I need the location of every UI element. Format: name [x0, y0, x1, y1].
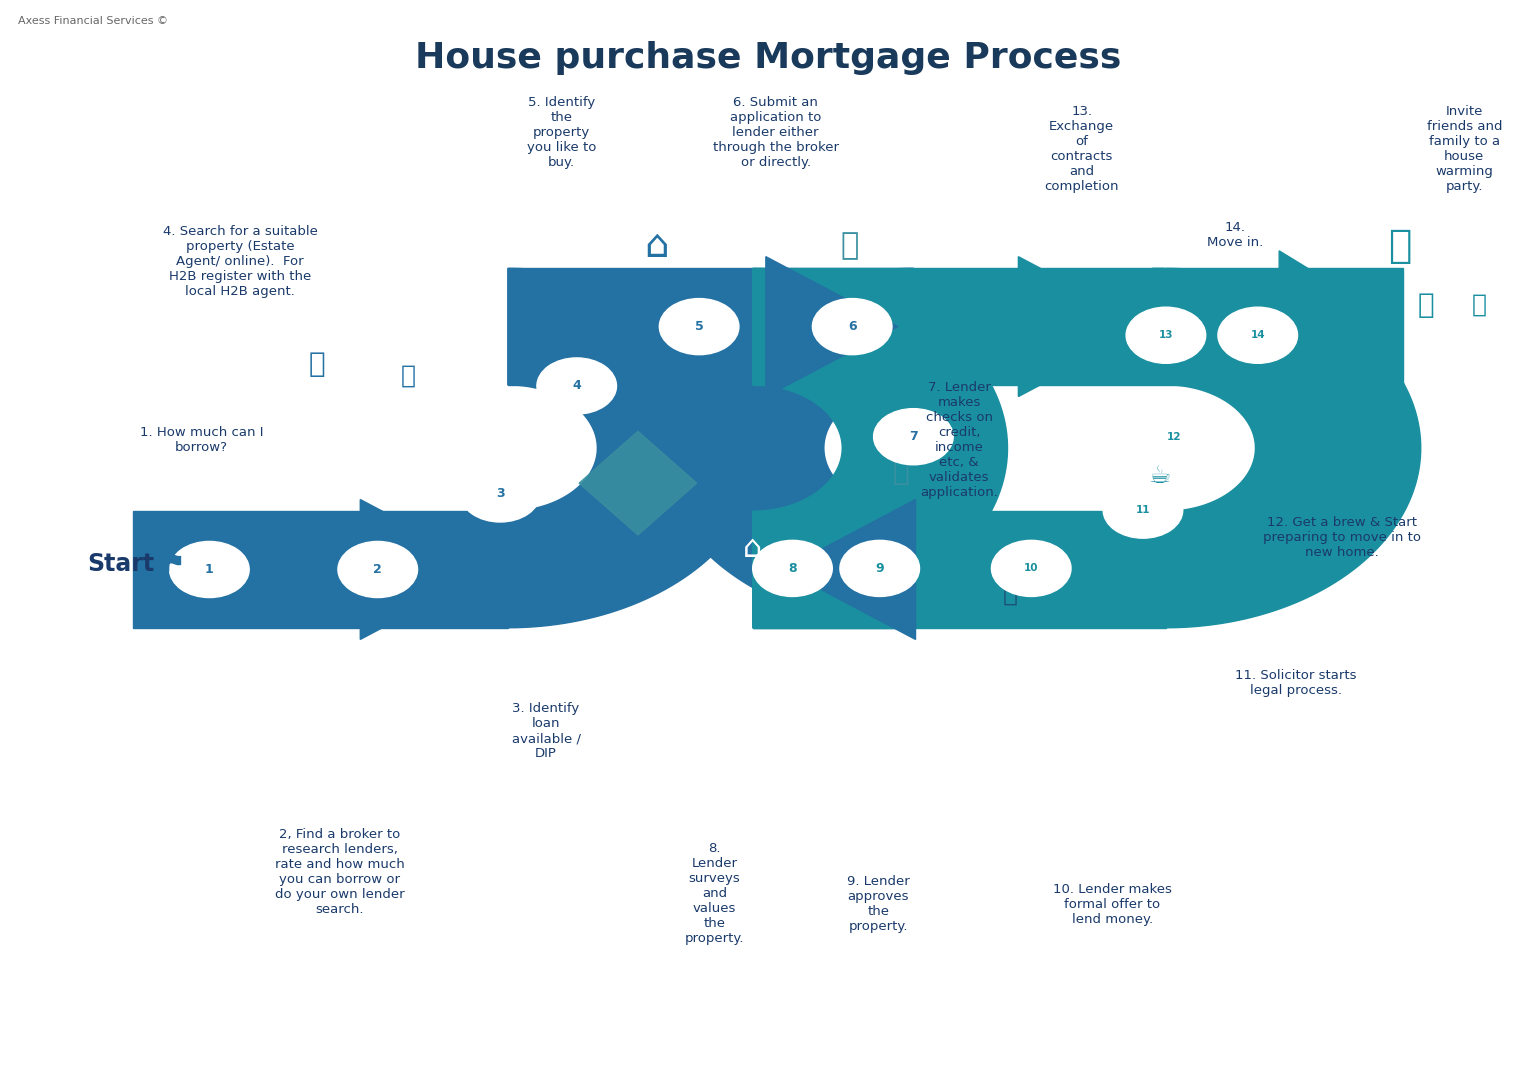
Text: 4: 4 [573, 380, 581, 393]
Text: 10: 10 [1025, 563, 1038, 573]
Circle shape [1126, 307, 1206, 363]
Polygon shape [753, 511, 914, 628]
Polygon shape [753, 268, 1166, 385]
Text: 11. Solicitor starts
legal process.: 11. Solicitor starts legal process. [1235, 668, 1356, 697]
Text: ⌂: ⌂ [644, 227, 668, 265]
Text: 🔍: 🔍 [424, 596, 439, 620]
Circle shape [1103, 482, 1183, 538]
Text: 📋: 📋 [1003, 582, 1017, 605]
Circle shape [659, 298, 739, 355]
Text: 2: 2 [373, 563, 382, 576]
Text: Invite
friends and
family to a
house
warming
party.: Invite friends and family to a house war… [1427, 104, 1502, 192]
Text: 🏆: 🏆 [1418, 291, 1435, 319]
Circle shape [753, 540, 833, 597]
Text: 5: 5 [694, 320, 703, 333]
Polygon shape [579, 432, 697, 535]
Text: 9. Lender
approves
the
property.: 9. Lender approves the property. [846, 876, 909, 933]
Text: 👍: 👍 [839, 590, 854, 614]
Text: 6: 6 [848, 320, 857, 333]
Text: 8.
Lender
surveys
and
values
the
property.: 8. Lender surveys and values the propert… [685, 842, 743, 945]
Text: 7. Lender
makes
checks on
credit,
income
etc, &
validates
application.: 7. Lender makes checks on credit, income… [920, 381, 998, 499]
Text: House purchase Mortgage Process: House purchase Mortgage Process [415, 40, 1121, 75]
Text: 5. Identify
the
property
you like to
buy.: 5. Identify the property you like to buy… [527, 95, 596, 169]
Text: Axess Financial Services ©: Axess Financial Services © [18, 15, 167, 26]
Text: 1: 1 [204, 563, 214, 576]
Text: 14.
Move in.: 14. Move in. [1207, 221, 1263, 248]
Text: 9: 9 [876, 562, 885, 575]
Circle shape [538, 358, 616, 414]
Text: 1. How much can I
borrow?: 1. How much can I borrow? [140, 426, 264, 454]
Text: 12: 12 [1166, 432, 1181, 442]
Polygon shape [1279, 251, 1402, 403]
Polygon shape [1166, 268, 1421, 628]
Polygon shape [766, 257, 899, 396]
Text: 📍: 📍 [1389, 227, 1412, 265]
Polygon shape [659, 268, 914, 628]
Circle shape [169, 541, 249, 598]
Text: ⛪: ⛪ [840, 231, 859, 260]
Text: 2, Find a broker to
research lenders,
rate and how much
you can borrow or
do you: 2, Find a broker to research lenders, ra… [275, 828, 404, 916]
Text: Start: Start [88, 552, 154, 576]
Circle shape [874, 409, 954, 464]
Text: ⚑: ⚑ [163, 552, 186, 576]
Polygon shape [753, 511, 1166, 628]
Text: 11: 11 [1135, 506, 1150, 515]
Circle shape [840, 540, 920, 597]
Circle shape [461, 465, 541, 522]
Text: 8: 8 [788, 562, 797, 575]
Text: 13: 13 [1158, 330, 1174, 341]
Text: 🗄: 🗄 [263, 587, 278, 611]
Polygon shape [508, 268, 914, 385]
Circle shape [1218, 307, 1298, 363]
Polygon shape [134, 511, 508, 628]
Text: 🏪: 🏪 [401, 363, 416, 387]
Text: 7: 7 [909, 431, 919, 443]
Text: ⌂: ⌂ [743, 535, 762, 563]
Text: 14: 14 [1250, 330, 1266, 341]
Text: 6. Submit an
application to
lender either
through the broker
or directly.: 6. Submit an application to lender eithe… [713, 95, 839, 169]
Text: 💻: 💻 [309, 350, 324, 379]
Text: 📢: 📢 [1471, 293, 1487, 317]
Text: 3. Identify
loan
available /
DIP: 3. Identify loan available / DIP [511, 702, 581, 761]
Circle shape [991, 540, 1071, 597]
Circle shape [338, 541, 418, 598]
Circle shape [813, 298, 892, 355]
Text: 🚚: 🚚 [1150, 266, 1166, 290]
Polygon shape [361, 499, 493, 639]
Text: 12. Get a brew & Start
preparing to move in to
new home.: 12. Get a brew & Start preparing to move… [1263, 515, 1421, 559]
Text: 10. Lender makes
formal offer to
lend money.: 10. Lender makes formal offer to lend mo… [1052, 882, 1172, 926]
Polygon shape [753, 268, 1008, 628]
Text: 🎓: 🎓 [1120, 528, 1135, 552]
Circle shape [1134, 409, 1213, 464]
Text: 3: 3 [496, 487, 504, 500]
Polygon shape [1166, 268, 1402, 385]
Text: 13.
Exchange
of
contracts
and
completion: 13. Exchange of contracts and completion [1044, 104, 1120, 192]
Polygon shape [783, 499, 915, 639]
Text: 📄: 📄 [892, 458, 909, 486]
Text: ☕: ☕ [1149, 463, 1170, 487]
Polygon shape [1018, 257, 1150, 396]
Polygon shape [508, 268, 762, 628]
Text: ✏: ✏ [1058, 360, 1080, 384]
Text: 4. Search for a suitable
property (Estate
Agent/ online).  For
H2B register with: 4. Search for a suitable property (Estat… [163, 226, 318, 298]
